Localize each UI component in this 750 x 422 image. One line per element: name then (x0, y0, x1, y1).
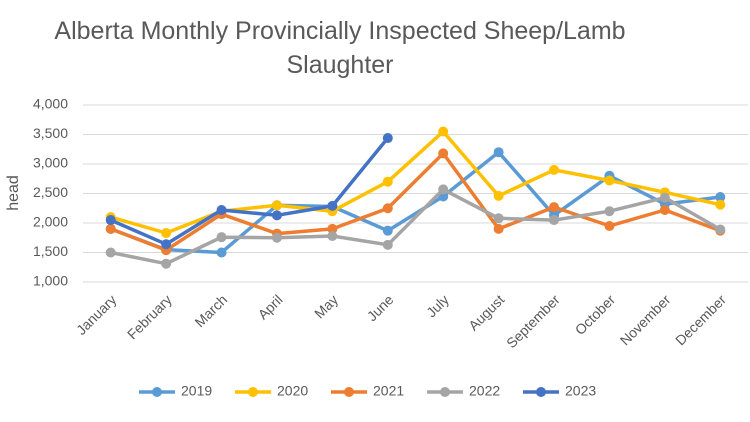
legend-label: 2020 (277, 383, 308, 399)
x-tick-label: April (255, 291, 286, 322)
data-point (161, 228, 172, 239)
data-point (438, 126, 449, 137)
data-point (715, 199, 726, 210)
data-point (604, 220, 615, 231)
data-point (604, 206, 615, 217)
y-tick-label: 1,500 (33, 243, 68, 259)
data-point (216, 205, 227, 216)
legend-label: 2019 (181, 383, 212, 399)
series-line (110, 187, 722, 266)
chart-title: Alberta Monthly Provincially Inspected S… (54, 17, 626, 79)
x-tick-label: June (364, 291, 397, 324)
legend-marker (152, 387, 162, 397)
y-tick-label: 4,000 (33, 96, 68, 112)
data-point (382, 225, 393, 236)
data-point (493, 147, 504, 158)
legend-marker (248, 387, 258, 397)
data-point (271, 200, 282, 211)
series-line (110, 151, 721, 252)
x-tick-label: October (572, 291, 619, 338)
series-line (110, 136, 390, 246)
x-tick-label: December (672, 291, 729, 348)
x-tick-label: November (617, 291, 674, 348)
data-point (382, 176, 393, 187)
y-tick-label: 3,000 (33, 155, 68, 171)
data-point (715, 192, 726, 203)
x-tick-label: September (503, 291, 563, 351)
legend-marker (536, 387, 546, 397)
data-point (327, 223, 338, 234)
data-point (549, 215, 560, 226)
data-point (161, 258, 172, 269)
x-tick-label: January (73, 291, 120, 338)
legend-marker (344, 387, 354, 397)
data-point (659, 192, 670, 203)
data-point (382, 239, 393, 250)
data-point (493, 223, 504, 234)
data-point (271, 210, 282, 221)
data-point (382, 203, 393, 214)
data-point (493, 190, 504, 201)
y-tick-label: 2,000 (33, 214, 68, 230)
data-point (327, 200, 338, 211)
data-point (105, 215, 116, 226)
x-tick-label: May (311, 291, 341, 321)
data-point (549, 202, 560, 213)
x-tick-label: March (191, 291, 230, 330)
data-point (549, 164, 560, 175)
data-point (382, 133, 393, 144)
x-tick-label: February (124, 291, 175, 342)
data-point (604, 175, 615, 186)
data-point (438, 148, 449, 159)
y-tick-label: 2,500 (33, 184, 68, 200)
legend-label: 2021 (373, 383, 404, 399)
data-point (659, 205, 670, 216)
legend-label: 2023 (565, 383, 596, 399)
y-tick-label: 3,500 (33, 125, 68, 141)
y-tick-label: 1,000 (33, 273, 68, 289)
data-point (105, 247, 116, 258)
data-point (216, 232, 227, 243)
data-point (493, 213, 504, 224)
y-axis-label: head (5, 175, 22, 211)
data-point (327, 230, 338, 241)
data-point (216, 247, 227, 258)
data-point (271, 232, 282, 243)
legend-label: 2022 (469, 383, 500, 399)
x-tick-label: July (423, 291, 452, 320)
data-point (438, 184, 449, 195)
legend-marker (440, 387, 450, 397)
data-point (105, 223, 116, 234)
data-point (715, 224, 726, 235)
x-tick-label: August (465, 291, 507, 333)
series-line (110, 150, 721, 255)
data-point (161, 239, 172, 250)
